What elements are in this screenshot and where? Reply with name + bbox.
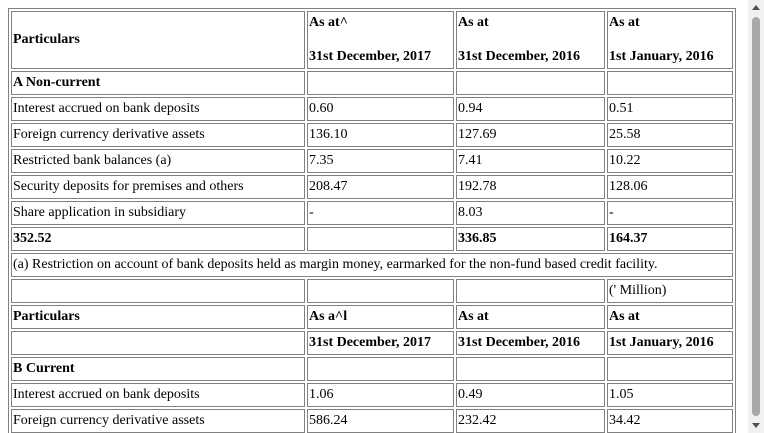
section-heading-non-current: A Non-current (11, 71, 305, 95)
scroll-up-arrow-icon[interactable] (748, 0, 764, 16)
header-col-2017-line2: 31st December, 2017 (307, 331, 454, 355)
unit-label: (' Million) (607, 279, 733, 303)
cell-2016: 0.49 (456, 383, 605, 407)
cell-2016jan: 0.51 (607, 97, 733, 121)
cell-2016: 192.78 (456, 175, 605, 199)
header-col-2016-line2: 31st December, 2016 (456, 331, 605, 355)
header-col-2016jan-line2: 1st January, 2016 (607, 331, 733, 355)
table-row: Security deposits for premises and other… (11, 175, 733, 199)
cell-2016jan: 34.42 (607, 409, 733, 433)
total-2016jan: 164.37 (607, 227, 733, 251)
table-header-row: Particulars As at^ 31st December, 2017 As… (11, 11, 733, 69)
section-heading-current: B Current (11, 357, 305, 381)
table-header-row: 31st December, 2017 31st December, 2016 … (11, 331, 733, 355)
total-2017: 352.52 (11, 227, 305, 251)
row-label: Interest accrued on bank deposits (11, 383, 305, 407)
cell-2017: 208.47 (307, 175, 454, 199)
header-particulars: Particulars (11, 11, 305, 69)
header-col-2016jan-line2: 1st January, 2016 (609, 49, 714, 64)
cell-2016: 7.41 (456, 149, 605, 173)
cell-2016jan: 10.22 (607, 149, 733, 173)
header-col-2017-line2: 31st December, 2017 (309, 49, 431, 64)
cell-2017: 586.24 (307, 409, 454, 433)
cell-2016jan: 128.06 (607, 175, 733, 199)
table-row: Share application in subsidiary - 8.03 - (11, 201, 733, 225)
table-row: Restricted bank balances (a) 7.35 7.41 1… (11, 149, 733, 173)
cell-2016jan: 1.05 (607, 383, 733, 407)
header-col-2017: As at^ 31st December, 2017 (307, 11, 454, 69)
section-heading-row: B Current (11, 357, 733, 381)
header-particulars: Particulars (11, 305, 305, 329)
cell-2016: 0.94 (456, 97, 605, 121)
cell-2016jan: - (607, 201, 733, 225)
cell-2017: 0.60 (307, 97, 454, 121)
row-label: Share application in subsidiary (11, 201, 305, 225)
note-row: (a) Restriction on account of bank depos… (11, 253, 733, 277)
header-col-2016jan: As at 1st January, 2016 (607, 11, 733, 69)
row-label: Foreign currency derivative assets (11, 123, 305, 147)
row-label: Foreign currency derivative assets (11, 409, 305, 433)
table-row: Interest accrued on bank deposits 0.60 0… (11, 97, 733, 121)
header-col-2016jan-line1: As at (609, 15, 640, 30)
header-col-2016-line2: 31st December, 2016 (458, 49, 580, 64)
document-viewport: Particulars As at^ 31st December, 2017 As… (8, 8, 736, 433)
header-col-2017-line1: As at^ (309, 15, 348, 30)
row-label: Restricted bank balances (a) (11, 149, 305, 173)
header-col-2016jan-line1: As at (607, 305, 733, 329)
totals-row: 352.52 336.85 164.37 (11, 227, 733, 251)
header-col-2016-line1: As at (458, 15, 489, 30)
table-row: Foreign currency derivative assets 136.1… (11, 123, 733, 147)
cell-2016: 232.42 (456, 409, 605, 433)
cell-2016jan: 25.58 (607, 123, 733, 147)
cell-2017: - (307, 201, 454, 225)
header-col-2017-line1: As a^l (307, 305, 454, 329)
footnote: (a) Restriction on account of bank depos… (11, 253, 733, 277)
cell-2017: 1.06 (307, 383, 454, 407)
financial-table: Particulars As at^ 31st December, 2017 As… (8, 8, 736, 433)
row-label: Security deposits for premises and other… (11, 175, 305, 199)
table-row: Interest accrued on bank deposits 1.06 0… (11, 383, 733, 407)
total-2016: 336.85 (456, 227, 605, 251)
table-header-row: Particulars As a^l As at As at (11, 305, 733, 329)
cell-2017: 136.10 (307, 123, 454, 147)
header-col-2016-line1: As at (456, 305, 605, 329)
cell-2016: 127.69 (456, 123, 605, 147)
cell-2016: 8.03 (456, 201, 605, 225)
unit-row: (' Million) (11, 279, 733, 303)
cell-2017: 7.35 (307, 149, 454, 173)
vertical-scrollbar[interactable] (748, 0, 764, 433)
section-heading-row: A Non-current (11, 71, 733, 95)
header-col-2016: As at 31st December, 2016 (456, 11, 605, 69)
scroll-thumb[interactable] (752, 17, 760, 416)
table-row: Foreign currency derivative assets 586.2… (11, 409, 733, 433)
row-label: Interest accrued on bank deposits (11, 97, 305, 121)
scroll-down-arrow-icon[interactable] (748, 417, 764, 433)
